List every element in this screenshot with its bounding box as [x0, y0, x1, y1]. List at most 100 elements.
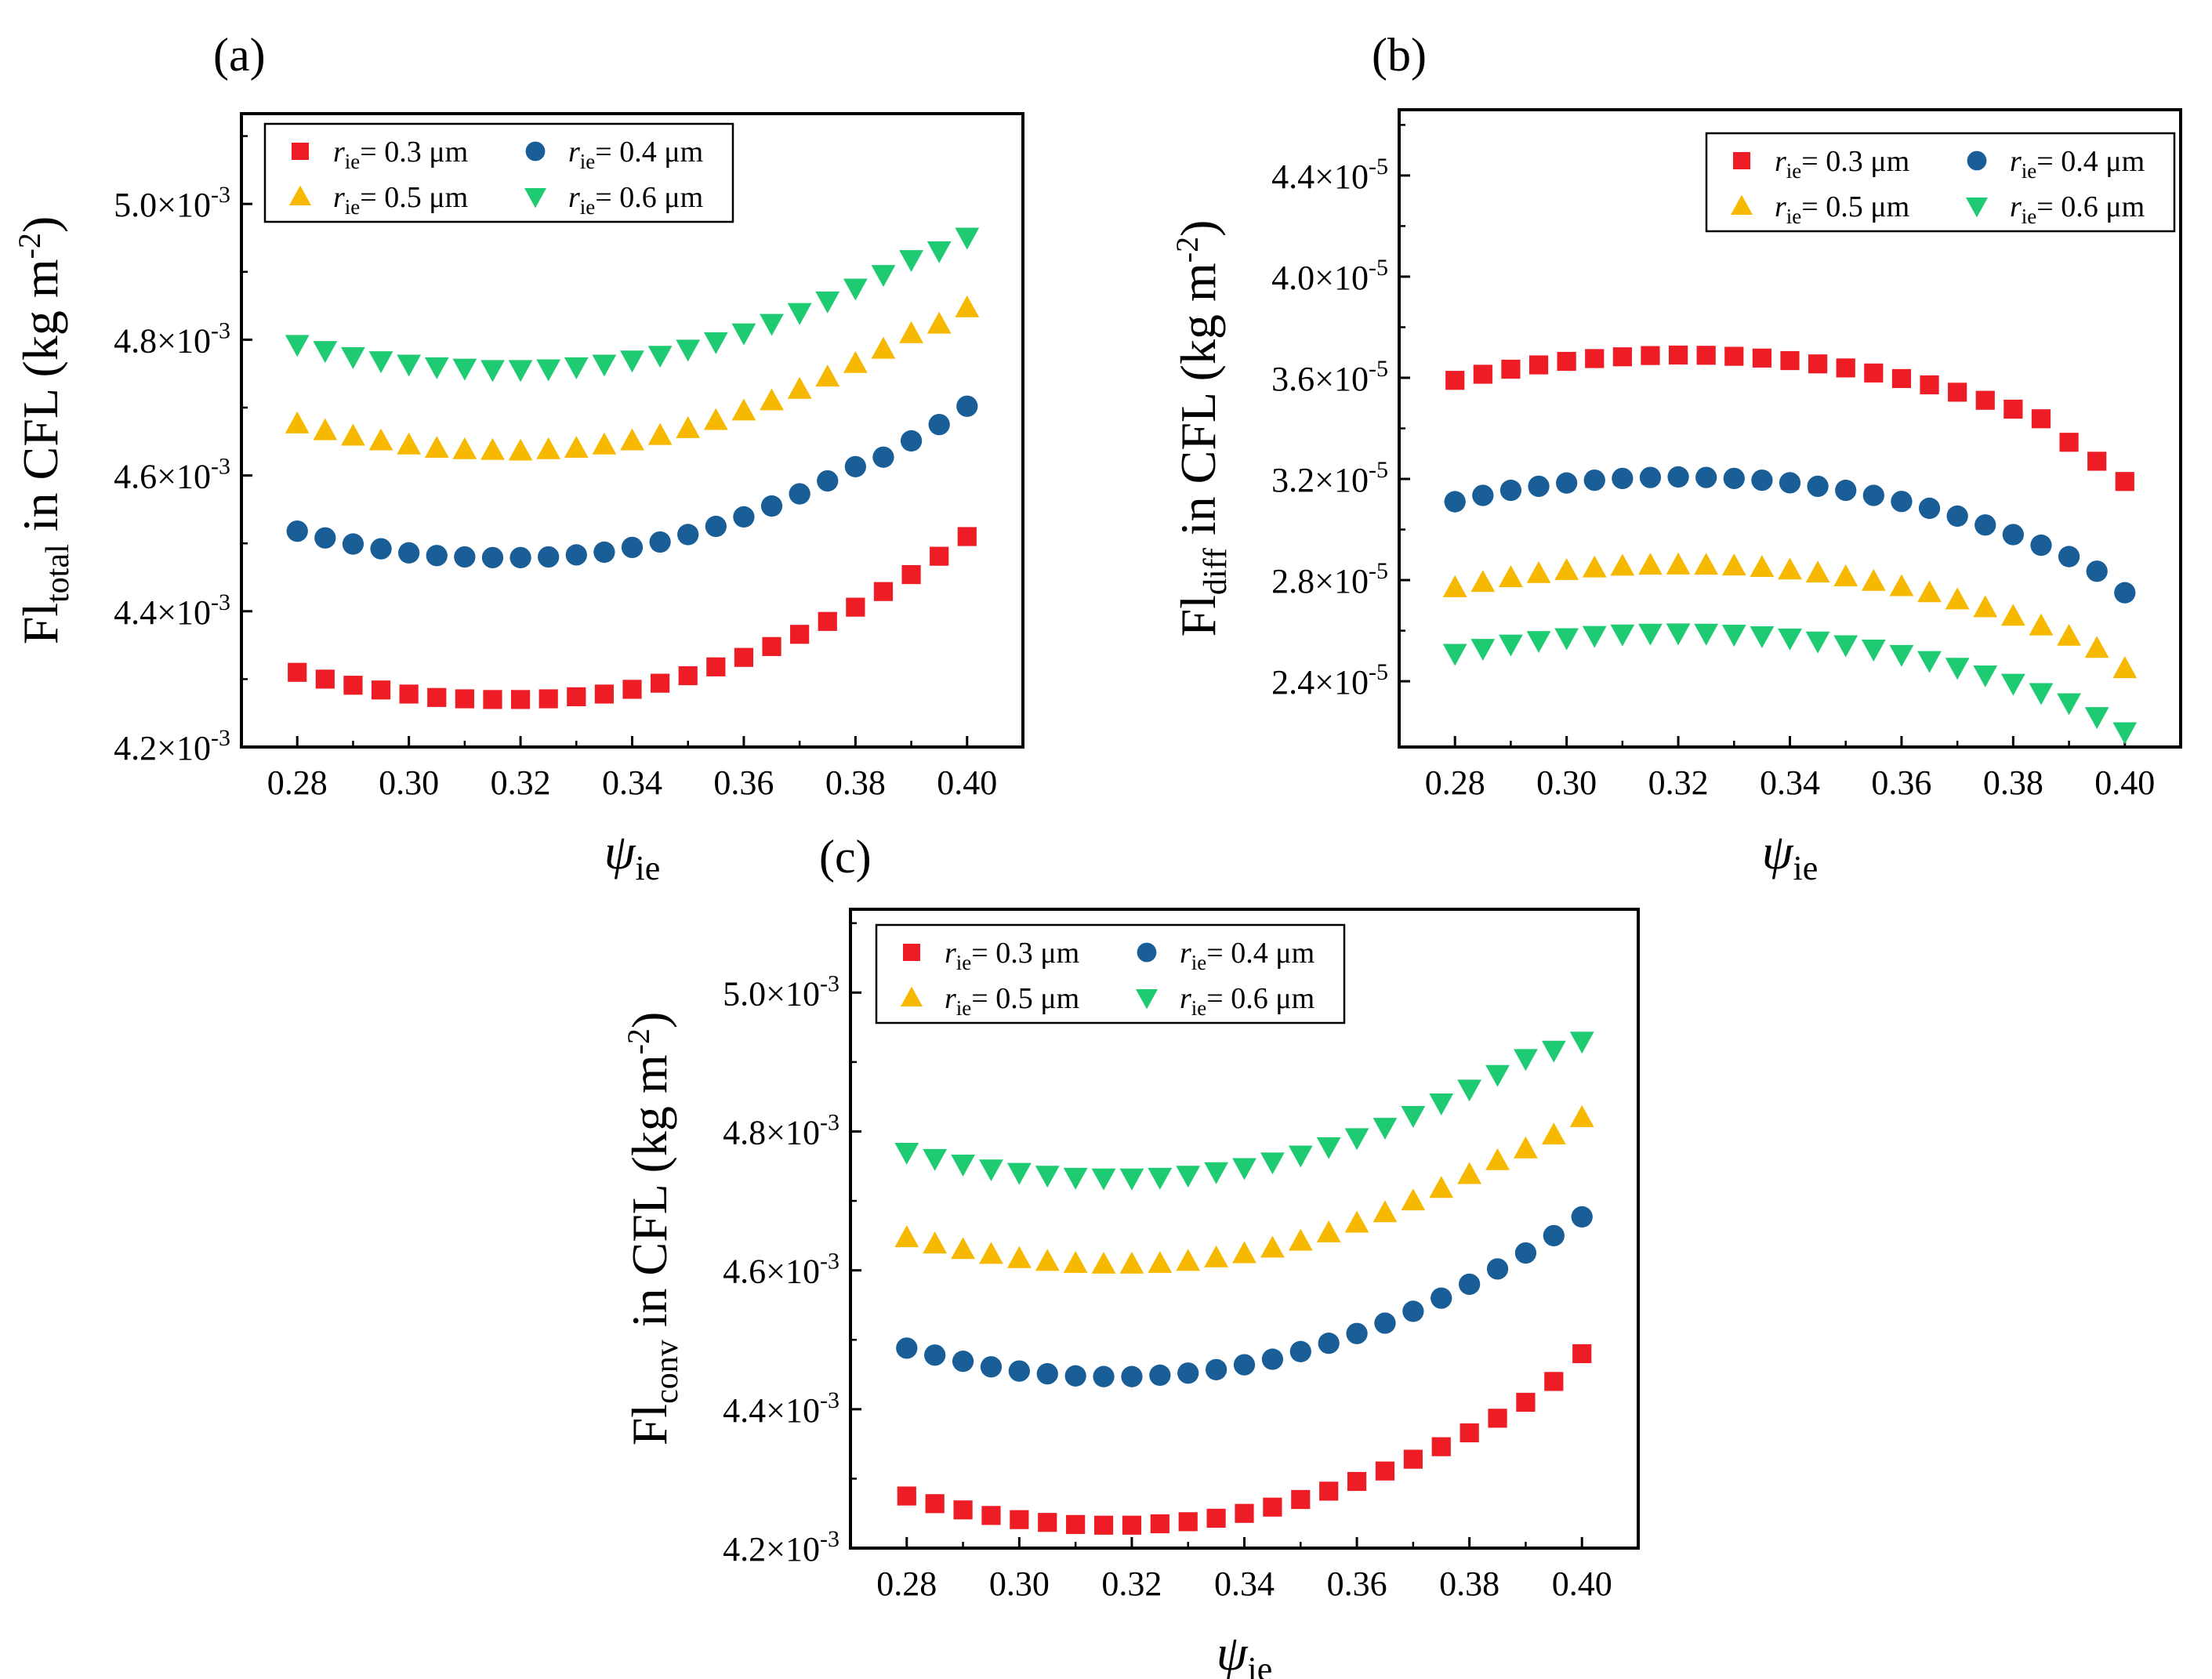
data-point: [1554, 557, 1579, 580]
data-point: [1260, 1152, 1285, 1175]
data-point: [923, 1231, 948, 1254]
data-point: [981, 1506, 1001, 1525]
data-point: [1442, 575, 1467, 597]
data-point: [1121, 1365, 1143, 1387]
data-point: [1835, 479, 1857, 502]
data-point: [787, 303, 812, 325]
data-point: [1288, 1228, 1313, 1251]
data-point: [1638, 623, 1663, 646]
data-point: [925, 1494, 945, 1514]
data-point: [1572, 1344, 1592, 1364]
data-point: [1917, 651, 1942, 673]
data-point: [706, 657, 726, 676]
data-point: [621, 536, 644, 559]
data-point: [1063, 1250, 1088, 1273]
data-point: [651, 673, 670, 693]
x-tick-label: 0.32: [1648, 763, 1709, 802]
data-point: [957, 527, 977, 546]
data-point: [1091, 1251, 1116, 1274]
data-point: [1918, 497, 1941, 520]
data-point: [789, 483, 810, 505]
data-point: [2058, 546, 2080, 568]
legend-label: rie= 0.4 μm: [1180, 937, 1315, 974]
data-point: [1554, 628, 1579, 651]
y-tick-label: 4.2×10-3: [723, 1526, 839, 1568]
data-point: [480, 437, 505, 460]
data-point: [1260, 1235, 1285, 1258]
x-axis-title: ψie: [1217, 1625, 1273, 1679]
legend-box: [1705, 132, 2176, 233]
data-point: [592, 432, 617, 455]
data-point: [815, 291, 840, 314]
data-point: [1836, 358, 1855, 378]
data-point: [620, 428, 644, 451]
legend: rie= 0.3 μm rie= 0.4 μm rie= 0.5 μm rie= 0.…: [1705, 132, 2176, 233]
data-point: [1177, 1362, 1199, 1384]
data-point: [1401, 1188, 1426, 1211]
data-point: [2029, 613, 2054, 636]
series-r06: [894, 1032, 1594, 1191]
data-point: [368, 351, 393, 374]
data-point: [1750, 626, 1775, 648]
data-point: [894, 1142, 919, 1165]
data-point: [1612, 467, 1634, 490]
y-tick-label: 5.0×10-3: [114, 182, 230, 224]
y-tick-label: 4.2×10-3: [114, 725, 230, 767]
data-point: [647, 422, 673, 445]
x-tick-label: 0.40: [1552, 1565, 1612, 1603]
data-point: [1862, 484, 1884, 506]
data-point: [1063, 1167, 1088, 1190]
data-point: [956, 395, 978, 417]
data-point: [871, 336, 896, 359]
data-point: [896, 1337, 918, 1359]
data-point: [2084, 707, 2109, 730]
data-point: [955, 295, 980, 317]
data-point: [1861, 568, 1886, 591]
data-point: [1288, 1145, 1313, 1168]
data-point: [1459, 1273, 1481, 1296]
data-point: [1402, 1300, 1424, 1322]
data-point: [1891, 491, 1913, 513]
data-point: [1917, 580, 1942, 603]
data-point: [1945, 658, 1970, 680]
data-point: [1148, 1250, 1173, 1273]
data-point: [424, 357, 449, 379]
data-point: [1488, 1409, 1507, 1428]
data-point: [1457, 1079, 1482, 1102]
data-point: [480, 360, 505, 383]
data-point: [2114, 582, 2136, 604]
data-point: [1582, 626, 1607, 648]
data-point: [731, 323, 756, 346]
data-point: [900, 430, 923, 452]
data-point: [980, 1356, 1003, 1378]
series-r06: [285, 227, 980, 383]
data-point: [1752, 348, 1771, 368]
data-point: [1499, 634, 1523, 657]
data-point: [1401, 1106, 1426, 1128]
data-point: [536, 437, 561, 459]
data-point: [1373, 1118, 1398, 1140]
y-tick-label: 4.0×10-5: [1271, 255, 1388, 297]
y-tick-label: 4.4×10-5: [1271, 154, 1388, 196]
data-point: [1150, 1514, 1169, 1534]
data-point: [1721, 625, 1746, 647]
y-tick-label: 3.6×10-5: [1271, 356, 1388, 398]
series-r03: [288, 527, 977, 709]
data-point: [734, 647, 754, 667]
data-point: [1667, 466, 1689, 488]
data-point: [1585, 349, 1605, 368]
data-point: [1178, 1512, 1198, 1532]
data-point: [1008, 1360, 1030, 1382]
legend-box: [875, 923, 1346, 1024]
series-r05: [285, 295, 980, 461]
data-point: [1780, 350, 1800, 371]
legend-box: [263, 122, 734, 223]
data-point: [2030, 534, 2052, 557]
data-point: [538, 689, 558, 709]
data-point: [1973, 595, 1998, 618]
data-point: [1695, 466, 1717, 488]
y-tick-label: 5.0×10-3: [723, 970, 839, 1013]
data-point: [564, 436, 589, 459]
data-point: [1442, 644, 1467, 666]
